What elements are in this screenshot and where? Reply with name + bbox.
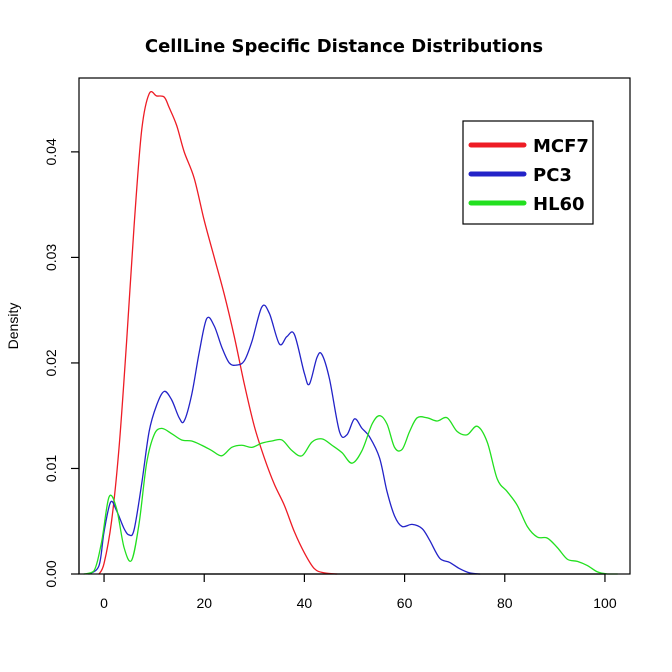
y-tick-label: 0.04 [43, 138, 59, 165]
y-axis: 0.00 0.01 0.02 0.03 0.04 [43, 138, 80, 588]
series-line-hl60 [83, 415, 619, 575]
y-tick-label: 0.00 [43, 560, 59, 587]
y-tick-label: 0.01 [43, 455, 59, 482]
y-tick-label: 0.02 [43, 349, 59, 376]
legend-label-hl60: HL60 [533, 194, 585, 215]
series-line-pc3 [88, 304, 481, 575]
x-tick-label: 60 [397, 595, 413, 611]
x-tick-label: 80 [497, 595, 513, 611]
chart-title: CellLine Specific Distance Distributions [145, 36, 543, 57]
x-tick-label: 100 [593, 595, 617, 611]
x-tick-label: 40 [297, 595, 313, 611]
series-line-mcf7 [98, 90, 338, 575]
x-tick-label: 0 [100, 595, 108, 611]
y-tick-label: 0.03 [43, 244, 59, 271]
x-tick-label: 20 [196, 595, 212, 611]
legend-label-pc3: PC3 [533, 165, 572, 186]
legend: MCF7 PC3 HL60 [462, 120, 594, 225]
y-axis-label: Density [5, 303, 21, 350]
plot-frame [78, 77, 631, 575]
legend-label-mcf7: MCF7 [533, 136, 589, 157]
